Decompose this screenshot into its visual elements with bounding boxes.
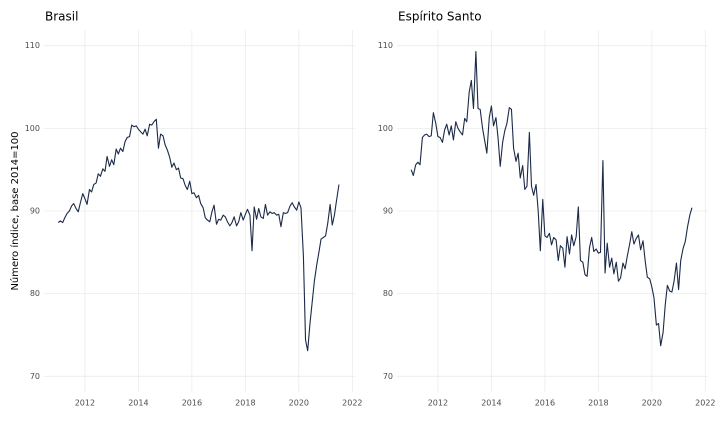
y-axis-label: Número índice, base 2014=100 [9,131,21,290]
y-tick-label: 90 [383,207,393,216]
panel-title: Espírito Santo [398,10,482,24]
y-tick-label: 80 [383,289,393,298]
y-tick-label: 100 [378,124,393,133]
x-tick-label: 2012 [428,399,448,408]
y-tick-label: 70 [30,372,40,381]
y-tick-label: 80 [30,289,40,298]
x-tick-label: 2014 [128,399,148,408]
data-line [57,118,340,352]
x-tick-label: 2016 [535,399,555,408]
x-tick-label: 2014 [481,399,501,408]
x-tick-label: 2012 [75,399,95,408]
y-tick-label: 100 [25,124,40,133]
y-tick-label: 70 [383,372,393,381]
y-tick-label: 110 [25,41,40,50]
panel-title: Brasil [45,10,78,24]
x-tick-label: 2022 [695,399,715,408]
x-tick-label: 2018 [588,399,608,408]
x-tick-label: 2020 [642,399,662,408]
y-tick-label: 110 [378,41,393,50]
x-tick-label: 2016 [182,399,202,408]
data-line [410,50,693,347]
x-tick-label: 2022 [342,399,362,408]
x-tick-label: 2018 [235,399,255,408]
y-tick-label: 90 [30,207,40,216]
x-tick-label: 2020 [289,399,309,408]
